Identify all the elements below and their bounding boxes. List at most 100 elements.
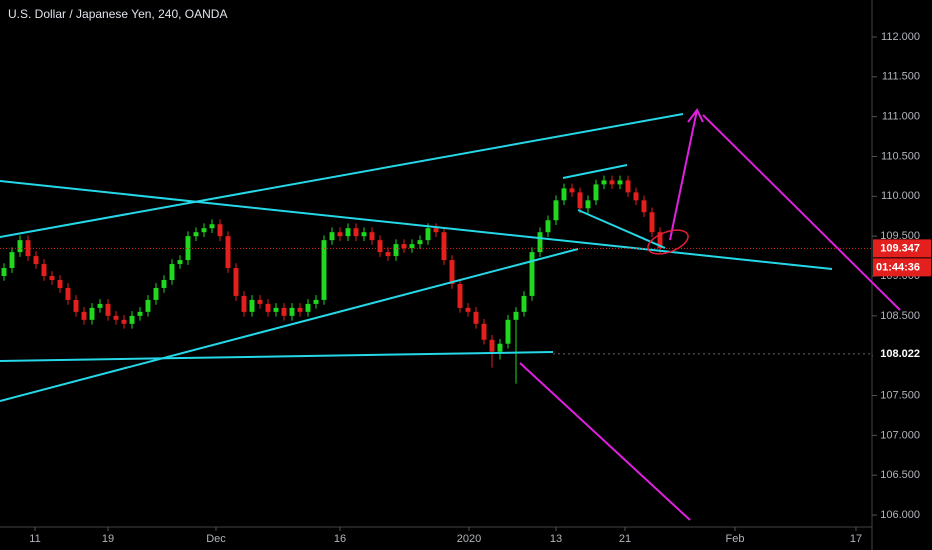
countdown-box	[873, 258, 931, 277]
candle-body	[529, 252, 535, 296]
candle-body	[57, 279, 63, 288]
candle-body	[657, 232, 663, 249]
candle-body	[1, 268, 7, 277]
candle-body	[185, 236, 191, 261]
y-tick-label: 110.500	[881, 150, 920, 162]
trend-line	[0, 351, 554, 362]
candle-body	[97, 303, 103, 308]
candle-body	[497, 343, 503, 352]
y-tick-label: 107.000	[880, 429, 920, 441]
candle-body	[17, 240, 23, 253]
x-tick-label: Dec	[206, 533, 226, 545]
y-tick-label: 112.000	[881, 31, 920, 43]
candle-body	[49, 276, 55, 280]
candle-body	[289, 307, 295, 316]
candle-body	[377, 240, 383, 253]
countdown-label: 01:44:36	[876, 261, 920, 273]
trend-line	[0, 113, 684, 238]
candle-body	[113, 315, 119, 320]
candle-body	[513, 311, 519, 320]
y-tick-label: 109.500	[880, 230, 920, 242]
candle-body	[89, 307, 95, 320]
candle-body	[153, 287, 159, 300]
x-tick-label: 13	[550, 533, 562, 545]
candle-body	[577, 192, 583, 209]
x-tick-label: 16	[334, 533, 346, 545]
candle-body	[561, 188, 567, 201]
arrow-head	[687, 108, 704, 123]
candle-body	[569, 188, 575, 193]
candle-body	[337, 232, 343, 237]
highlight-ellipse	[647, 229, 689, 255]
marked-price-label: 108.022	[880, 348, 920, 360]
candle-body	[297, 307, 303, 312]
candle-body	[609, 180, 615, 185]
candle-body	[177, 260, 183, 265]
candle-body	[641, 200, 647, 213]
y-tick-label: 111.500	[882, 71, 920, 83]
last-price-box	[873, 239, 931, 258]
candle-body	[129, 315, 135, 324]
arrow-line	[702, 114, 901, 311]
candle-body	[505, 319, 511, 344]
x-tick-label: 17	[850, 533, 862, 545]
y-tick-label: 108.500	[880, 310, 920, 322]
candle-body	[145, 299, 151, 312]
candle-body	[249, 299, 255, 312]
candle-body	[321, 240, 327, 300]
y-tick-label: 106.000	[880, 509, 920, 521]
candle-body	[433, 228, 439, 233]
candle-body	[401, 244, 407, 249]
arrow-line	[519, 362, 691, 521]
candle-body	[417, 240, 423, 245]
candle-body	[33, 256, 39, 265]
candle-body	[449, 260, 455, 284]
candle-body	[217, 224, 223, 237]
y-tick-label: 107.500	[880, 389, 920, 401]
candle-body	[137, 311, 143, 316]
x-tick-label: 19	[102, 533, 114, 545]
candle-body	[41, 264, 47, 277]
candle-body	[273, 307, 279, 312]
candle-body	[73, 299, 79, 312]
candle-body	[105, 303, 111, 316]
candle-body	[585, 200, 591, 209]
candle-body	[209, 224, 215, 229]
candle-body	[393, 244, 399, 257]
candle-body	[633, 192, 639, 201]
x-tick-label: 21	[619, 533, 631, 545]
x-tick-label: Feb	[726, 533, 745, 545]
candle-body	[225, 236, 231, 269]
candle-body	[329, 232, 335, 241]
candle-body	[649, 212, 655, 233]
candle-body	[361, 232, 367, 237]
candle-body	[81, 311, 87, 320]
x-tick-label: 2020	[457, 533, 481, 545]
candle-body	[201, 228, 207, 233]
candle-body	[545, 220, 551, 233]
candle-body	[465, 307, 471, 312]
plot-area	[1, 175, 663, 384]
candle-body	[25, 240, 31, 257]
candle-body	[425, 228, 431, 241]
candle-body	[625, 180, 631, 193]
trend-line	[0, 180, 833, 270]
trend-line	[0, 248, 579, 402]
x-tick-label: 11	[29, 533, 40, 545]
candle-body	[369, 232, 375, 241]
candle-body	[385, 252, 391, 257]
candle-body	[281, 307, 287, 316]
candle-body	[233, 268, 239, 296]
candle-body	[345, 228, 351, 237]
candle-body	[9, 252, 15, 269]
candle-body	[617, 180, 623, 185]
y-tick-label: 106.500	[880, 469, 920, 481]
candle-body	[409, 244, 415, 249]
candle-body	[353, 228, 359, 237]
chart-title: U.S. Dollar / Japanese Yen, 240, OANDA	[8, 7, 227, 21]
y-tick-label: 111.000	[882, 111, 920, 123]
candle-body	[473, 311, 479, 324]
trend-line	[562, 164, 628, 179]
